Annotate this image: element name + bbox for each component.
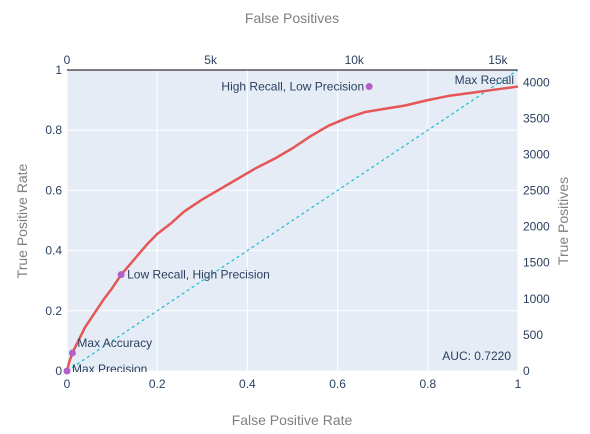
y2-tick-label: 1500: [523, 256, 550, 270]
y-tick-label: 0.8: [45, 123, 62, 137]
x2-tick-label: 0: [64, 53, 71, 67]
x2-tick-label: 10k: [345, 53, 365, 67]
threshold-point: [68, 349, 76, 357]
threshold-label: Max Precision: [72, 362, 147, 376]
x-tick-label: 0.8: [419, 377, 436, 391]
y2-tick-label: 500: [523, 328, 543, 342]
x-tick-label: 0.4: [239, 377, 256, 391]
x-tick-label: 0: [64, 377, 71, 391]
threshold-label: High Recall, Low Precision: [221, 80, 364, 94]
threshold-point: [365, 83, 373, 91]
y-tick-label: 1: [55, 63, 62, 77]
auc-annotation: AUC: 0.7220: [442, 349, 511, 363]
y2-tick-label: 4000: [523, 75, 550, 89]
threshold-label: Max Recall: [455, 73, 514, 87]
threshold-label: Low Recall, High Precision: [127, 268, 270, 282]
y2-tick-label: 1000: [523, 292, 550, 306]
threshold-points: Max Accuracy Max Precision Low Recall, Hig…: [63, 73, 514, 376]
threshold-label: Max Accuracy: [77, 336, 152, 350]
y-tick-label: 0: [55, 364, 62, 378]
y2-axis-title: True Positives: [555, 177, 571, 265]
y2-tick-label: 0: [523, 364, 530, 378]
threshold-point: [117, 271, 125, 279]
x-tick-label: 0.6: [329, 377, 346, 391]
y-tick-label: 0.6: [45, 183, 62, 197]
y-tick-label: 0.2: [45, 304, 62, 318]
x2-tick-label: 15k: [488, 53, 508, 67]
y-axis-title: True Positive Rate: [14, 163, 30, 278]
threshold-point: [63, 367, 71, 375]
x2-axis-title: False Positives: [245, 10, 339, 26]
x-tick-label: 0.2: [149, 377, 166, 391]
y2-tick-label: 2000: [523, 220, 550, 234]
roc-curve-line: [65, 85, 519, 372]
tick-labels: 0 0.2 0.4 0.6 0.8 100.20.40.60.810 5k 10k 15k050…: [45, 53, 550, 391]
y2-tick-label: 2500: [523, 184, 550, 198]
x-tick-label: 1: [515, 377, 522, 391]
y2-tick-label: 3000: [523, 147, 550, 161]
y-tick-label: 0.4: [45, 244, 62, 258]
x-axis-title: False Positive Rate: [232, 412, 353, 428]
x2-tick-label: 5k: [204, 53, 218, 67]
series-layer: [65, 69, 519, 372]
random-baseline-line: [66, 69, 519, 372]
y2-tick-label: 3500: [523, 111, 550, 125]
